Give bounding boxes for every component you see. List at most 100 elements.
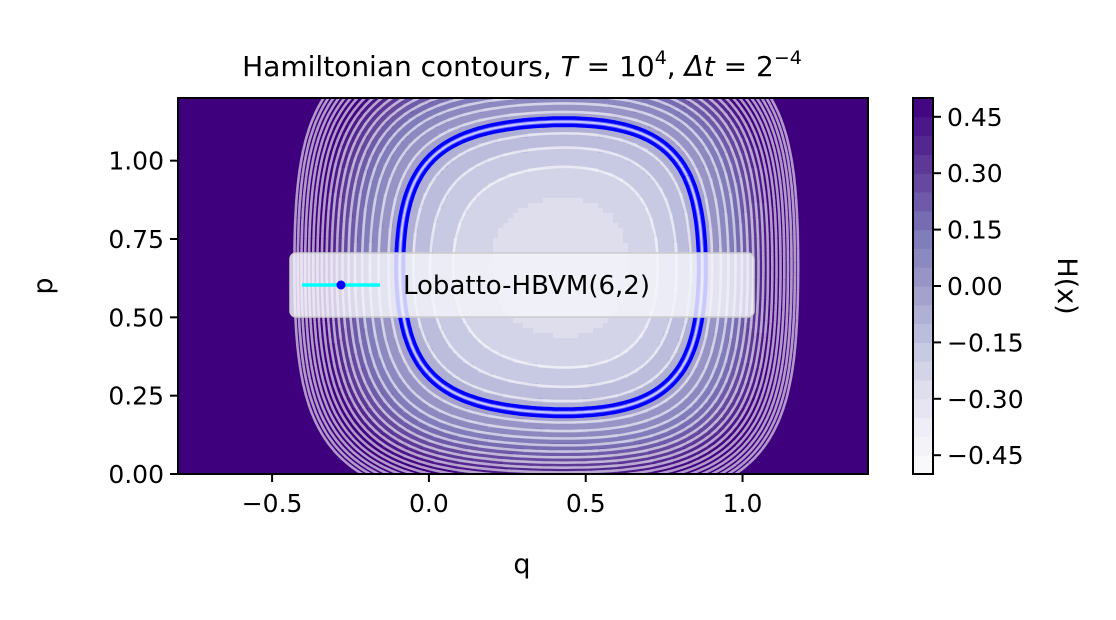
contour-fill-cell: [373, 203, 379, 209]
contour-fill-cell: [458, 163, 464, 169]
contour-fill-cell: [268, 333, 274, 339]
contour-fill-cell: [378, 203, 384, 209]
contour-fill-cell: [298, 448, 304, 454]
contour-fill-cell: [203, 353, 209, 359]
contour-fill-cell: [253, 173, 259, 179]
contour-fill-cell: [293, 413, 299, 419]
contour-fill-cell: [333, 233, 339, 239]
contour-fill-cell: [288, 348, 294, 354]
contour-fill-cell: [503, 158, 509, 164]
contour-fill-cell: [413, 238, 419, 244]
contour-fill-cell: [273, 158, 279, 164]
contour-fill-cell: [368, 358, 374, 364]
contour-fill-cell: [233, 353, 239, 359]
contour-fill-cell: [463, 228, 469, 234]
contour-fill-cell: [488, 448, 494, 454]
contour-fill-cell: [478, 153, 484, 159]
contour-fill-cell: [408, 208, 414, 214]
contour-fill-cell: [223, 118, 229, 124]
contour-fill-cell: [253, 333, 259, 339]
contour-fill-cell: [263, 433, 269, 439]
contour-fill-cell: [233, 143, 239, 149]
contour-fill-cell: [208, 388, 214, 394]
contour-fill-cell: [408, 403, 414, 409]
contour-fill-cell: [178, 433, 184, 439]
contour-fill-cell: [243, 218, 249, 224]
contour-fill-cell: [308, 433, 314, 439]
contour-fill-cell: [378, 438, 384, 444]
contour-fill-cell: [178, 273, 184, 279]
contour-fill-cell: [483, 393, 489, 399]
contour-fill-cell: [218, 133, 224, 139]
contour-fill-cell: [373, 233, 379, 239]
contour-fill-cell: [233, 413, 239, 419]
contour-fill-cell: [338, 403, 344, 409]
contour-fill-cell: [223, 153, 229, 159]
contour-fill-cell: [263, 173, 269, 179]
contour-fill-cell: [503, 208, 509, 214]
contour-fill-cell: [498, 343, 504, 349]
contour-fill-cell: [218, 403, 224, 409]
title-separator: ,: [667, 50, 685, 83]
contour-fill-cell: [443, 453, 449, 459]
contour-fill-cell: [208, 303, 214, 309]
contour-fill-cell: [373, 433, 379, 439]
contour-fill-cell: [348, 423, 354, 429]
contour-fill-cell: [318, 358, 324, 364]
contour-fill-cell: [273, 458, 279, 464]
contour-fill-cell: [428, 433, 434, 439]
contour-fill-cell: [373, 248, 379, 254]
contour-fill-cell: [458, 203, 464, 209]
contour-fill-cell: [193, 203, 199, 209]
contour-fill-cell: [438, 108, 444, 114]
contour-fill-cell: [368, 158, 374, 164]
contour-fill-cell: [273, 413, 279, 419]
contour-fill-cell: [188, 183, 194, 189]
contour-fill-cell: [348, 178, 354, 184]
contour-fill-cell: [443, 223, 449, 229]
contour-fill-cell: [198, 438, 204, 444]
contour-fill-cell: [318, 223, 324, 229]
contour-fill-cell: [403, 348, 409, 354]
contour-fill-cell: [188, 468, 194, 474]
contour-fill-cell: [418, 333, 424, 339]
contour-fill-cell: [288, 328, 294, 334]
contour-fill-cell: [243, 323, 249, 329]
contour-fill-cell: [263, 463, 269, 469]
contour-fill-cell: [213, 138, 219, 144]
contour-fill-cell: [178, 138, 184, 144]
contour-fill-cell: [453, 193, 459, 199]
contour-fill-cell: [413, 128, 419, 134]
contour-fill-cell: [273, 213, 279, 219]
contour-fill-cell: [243, 138, 249, 144]
contour-fill-cell: [348, 98, 354, 104]
contour-fill-cell: [428, 203, 434, 209]
contour-fill-cell: [483, 448, 489, 454]
contour-fill-cell: [333, 408, 339, 414]
contour-fill-cell: [413, 448, 419, 454]
contour-fill-cell: [208, 293, 214, 299]
contour-fill-cell: [198, 388, 204, 394]
contour-fill-cell: [448, 323, 454, 329]
contour-fill-cell: [358, 328, 364, 334]
contour-fill-cell: [228, 213, 234, 219]
contour-fill-cell: [253, 223, 259, 229]
contour-fill-cell: [223, 268, 229, 274]
contour-fill-cell: [213, 193, 219, 199]
contour-fill-cell: [328, 448, 334, 454]
contour-fill-cell: [408, 418, 414, 424]
contour-fill-cell: [198, 433, 204, 439]
contour-fill-cell: [323, 133, 329, 139]
contour-fill-cell: [388, 158, 394, 164]
contour-fill-cell: [213, 323, 219, 329]
contour-fill-cell: [468, 423, 474, 429]
contour-fill-cell: [233, 438, 239, 444]
contour-fill-cell: [283, 313, 289, 319]
contour-fill-cell: [178, 423, 184, 429]
contour-fill-cell: [193, 423, 199, 429]
contour-fill-cell: [178, 233, 184, 239]
contour-fill-cell: [198, 258, 204, 264]
contour-fill-cell: [328, 418, 334, 424]
contour-fill-cell: [253, 468, 259, 474]
contour-fill-cell: [273, 193, 279, 199]
